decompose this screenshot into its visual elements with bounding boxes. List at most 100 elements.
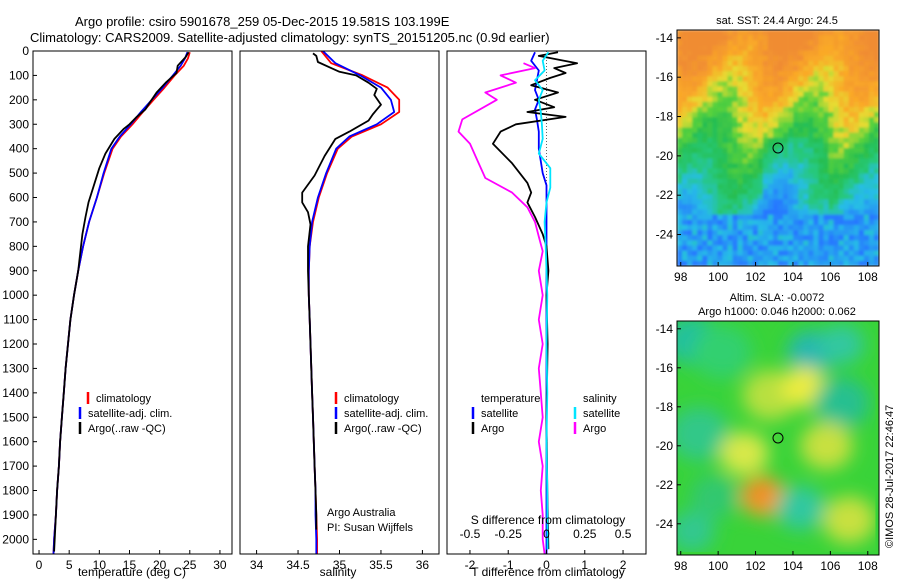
sst-cell [712, 112, 718, 118]
sst-cell [773, 189, 779, 195]
sst-cell [773, 255, 779, 262]
sst-cell [838, 189, 845, 195]
sst-cell [863, 127, 870, 134]
sst-cell [858, 168, 865, 175]
sla-lat-tick-label: -24 [656, 517, 674, 531]
sst-cell [737, 30, 744, 36]
sst-cell [788, 209, 794, 216]
sst-cell [808, 219, 814, 226]
sst-cell [767, 260, 774, 266]
sst-cell [803, 45, 809, 51]
sst-cell [853, 76, 860, 82]
sst-cell [687, 91, 693, 98]
sst-cell [737, 127, 744, 134]
sst-cell [803, 240, 809, 246]
sst-cell [677, 168, 683, 175]
sst-cell [778, 101, 784, 108]
sst-cell [808, 204, 814, 210]
sst-cell [838, 112, 845, 118]
sst-cell [818, 65, 824, 72]
sst-cell [692, 148, 698, 154]
sst-cell [687, 96, 693, 103]
sst-cell [838, 230, 845, 236]
sst-cell [783, 240, 789, 246]
sst-cell [737, 189, 744, 195]
sst-cell [833, 194, 839, 200]
sst-cell [717, 235, 723, 241]
sst-cell [697, 35, 703, 41]
sst-cell [767, 194, 774, 200]
sst-cell [773, 240, 779, 246]
sst-cell [798, 35, 804, 41]
sst-cell [687, 168, 693, 175]
sst-cell [863, 60, 870, 67]
sst-cell [808, 189, 814, 195]
sst-cell [732, 168, 738, 175]
sst-cell [722, 50, 728, 57]
sst-cell [874, 255, 879, 262]
sst-cell [858, 137, 865, 144]
sst-cell [798, 158, 804, 164]
sst-cell [697, 235, 703, 241]
sst-cell [722, 235, 728, 241]
sst-cell [687, 199, 693, 205]
sst-cell [762, 189, 769, 195]
sst-cell [717, 30, 723, 36]
sst-cell [843, 35, 850, 41]
sst-cell [843, 127, 850, 134]
sst-cell [853, 235, 860, 241]
sst-cell [773, 30, 779, 36]
sst-cell [773, 122, 779, 128]
sst-cell [767, 55, 774, 62]
sst-cell [697, 112, 703, 118]
sst-cell [707, 173, 713, 180]
sla-anomaly-blob [800, 422, 853, 470]
sst-cell [682, 199, 688, 205]
sst-cell [742, 183, 749, 190]
sst-cell [853, 40, 860, 46]
sst-cell [823, 50, 829, 57]
sst-cell [762, 224, 769, 231]
sst-cell [727, 76, 733, 82]
sst-cell [853, 96, 860, 103]
sst-cell [722, 112, 728, 118]
sst-cell [712, 96, 718, 103]
sst-cell [833, 45, 839, 51]
sst-cell [757, 183, 764, 190]
sst-cell [762, 245, 769, 252]
sst-cell [682, 142, 688, 149]
sst-cell [808, 178, 814, 185]
sst-cell [732, 45, 738, 51]
depth-tick-label: 100 [9, 68, 29, 82]
sst-cell [727, 40, 733, 46]
sst-cell [818, 183, 824, 190]
sst-cell [762, 240, 769, 246]
sst-cell [677, 173, 683, 180]
sst-cell [727, 65, 733, 72]
sst-cell [732, 86, 738, 92]
sst-cell [757, 50, 764, 57]
sst-cell [833, 117, 839, 123]
sst-cell [677, 86, 683, 92]
sst-cell [874, 204, 879, 210]
sst-cell [843, 235, 850, 241]
sst-cell [858, 214, 865, 221]
sst-cell [848, 45, 855, 51]
sst-cell [833, 214, 839, 221]
sst-cell [808, 60, 814, 67]
sst-cell [793, 235, 799, 241]
sst-cell [848, 168, 855, 175]
sst-cell [783, 30, 789, 36]
sst-cell [843, 224, 850, 231]
sst-cell [808, 250, 814, 257]
sst-cell [874, 158, 879, 164]
sst-cell [773, 153, 779, 159]
sst-cell [853, 117, 860, 123]
sst-cell [808, 153, 814, 159]
sst-cell [692, 127, 698, 134]
sst-cell [737, 117, 744, 123]
sst-cell [853, 173, 860, 180]
sst-cell [762, 91, 769, 98]
sst-cell [747, 76, 754, 82]
sst-cell [813, 137, 819, 144]
